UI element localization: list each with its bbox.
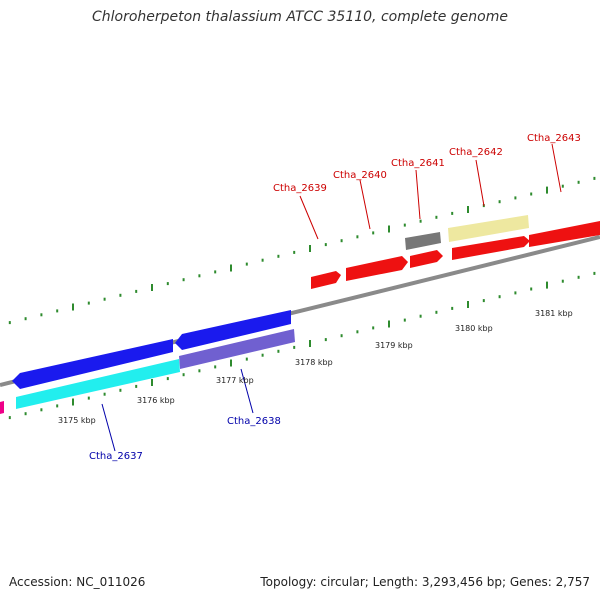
accession-text: Accession: NC_011026 [9, 575, 146, 589]
scale-label: 3177 kbp [216, 376, 254, 385]
gene-ctha-2638[interactable] [179, 329, 295, 369]
leader-ctha-2639 [299, 195, 319, 240]
leader-ctha-2642 [475, 159, 485, 207]
gene-label[interactable]: Ctha_2640 [333, 170, 387, 181]
label-leaders [101, 143, 562, 452]
scale-label: 3181 kbp [535, 309, 573, 318]
gene-ctha-2642[interactable] [452, 236, 530, 260]
scale-label: 3178 kbp [295, 358, 333, 367]
gene-label[interactable]: Ctha_2637 [89, 451, 143, 462]
leader-ctha-2637 [101, 403, 116, 452]
map-title: Chloroherpeton thalassium ATCC 35110, co… [92, 9, 508, 25]
gene-partial-left[interactable] [0, 401, 4, 414]
gene-ctha-2642-khaki[interactable] [448, 215, 529, 242]
gene-ctha-2641[interactable] [410, 250, 443, 268]
leader-ctha-2641 [415, 169, 421, 220]
gene-ctha-2637-blue[interactable] [12, 339, 173, 389]
scale-label: 3175 kbp [58, 416, 96, 425]
reverse-strand-genes [0, 310, 295, 414]
leader-ctha-2638 [240, 368, 254, 414]
scale-label: 3180 kbp [455, 324, 493, 333]
gene-label[interactable]: Ctha_2639 [273, 183, 327, 194]
genome-summary-text: Topology: circular; Length: 3,293,456 bp… [260, 575, 590, 589]
scale-label: 3179 kbp [375, 341, 413, 350]
gene-ctha-2639[interactable] [311, 271, 341, 289]
gene-ctha-2637[interactable] [16, 359, 180, 409]
scale-label: 3176 kbp [137, 396, 175, 405]
gene-label[interactable]: Ctha_2643 [527, 133, 581, 144]
gene-label[interactable]: Ctha_2642 [449, 147, 503, 158]
gene-ctha-2641-gray[interactable] [405, 232, 441, 250]
inner-tick-ring [8, 271, 596, 420]
forward-strand-genes [311, 215, 600, 289]
outer-tick-ring [8, 176, 596, 325]
gene-label[interactable]: Ctha_2638 [227, 416, 281, 427]
gene-label[interactable]: Ctha_2641 [391, 158, 445, 169]
gene-ctha-2643[interactable] [529, 221, 600, 247]
gene-ctha-2638-blue[interactable] [175, 310, 291, 350]
gene-ctha-2640[interactable] [346, 256, 408, 281]
leader-ctha-2640 [359, 179, 371, 230]
leader-ctha-2643 [551, 143, 562, 193]
